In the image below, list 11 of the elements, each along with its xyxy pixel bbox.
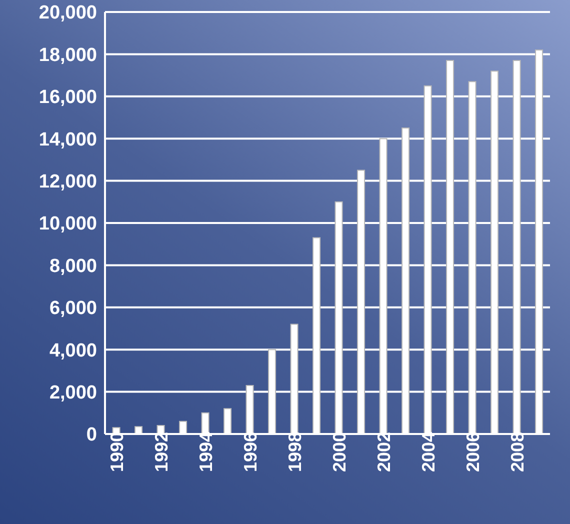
y-tick-label: 0	[86, 424, 97, 446]
y-tick-label: 2,000	[49, 382, 97, 404]
y-tick-label: 14,000	[38, 129, 97, 150]
y-tick-label: 16,000	[38, 87, 97, 108]
y-tick-label: 18,000	[38, 44, 97, 66]
y-tick-label: 6,000	[49, 298, 97, 320]
y-tick-label: 4,000	[49, 340, 97, 362]
y-tick-label: 12,000	[38, 172, 97, 193]
y-tick-label: 8,000	[49, 256, 97, 277]
y-tick-label: 10,000	[38, 214, 97, 235]
y-tick-label: 20,000	[38, 2, 97, 24]
